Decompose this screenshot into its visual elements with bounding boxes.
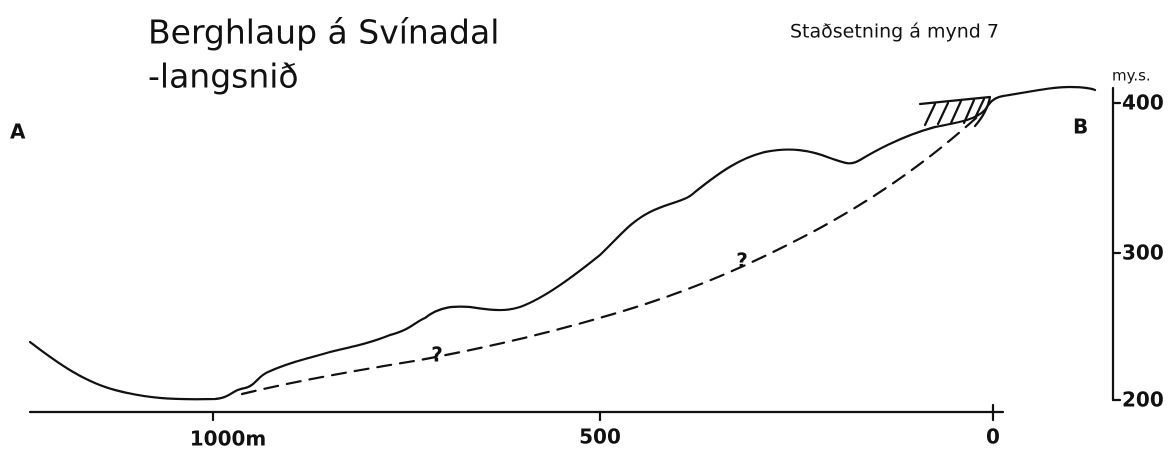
subtitle: -langsnið xyxy=(148,57,299,96)
page: {"header": {"title": "Berghlaup á Svínad… xyxy=(0,0,1175,452)
elevation-tick-label: 400 xyxy=(1122,91,1164,115)
elevation-tick-label: 200 xyxy=(1122,388,1164,412)
distance-tick-label: 1000m xyxy=(190,427,267,451)
distance-tick-label: 500 xyxy=(579,425,621,449)
elevation-tick-label: 300 xyxy=(1122,241,1164,265)
terrain-line xyxy=(30,87,1095,399)
distance-tick-label: 0 xyxy=(986,425,1000,449)
location-note: Staðsetning á mynd 7 xyxy=(790,21,999,43)
diagram: Berghlaup á Svínadal -langsnið Staðsetni… xyxy=(0,0,1175,452)
end-label: B xyxy=(1073,115,1088,139)
uncertain-mark: ? xyxy=(431,343,443,367)
elevation-unit: my.s. xyxy=(1112,67,1151,85)
uncertain-mark: ? xyxy=(736,249,748,273)
title: Berghlaup á Svínadal xyxy=(148,13,499,52)
start-label: A xyxy=(10,120,26,144)
